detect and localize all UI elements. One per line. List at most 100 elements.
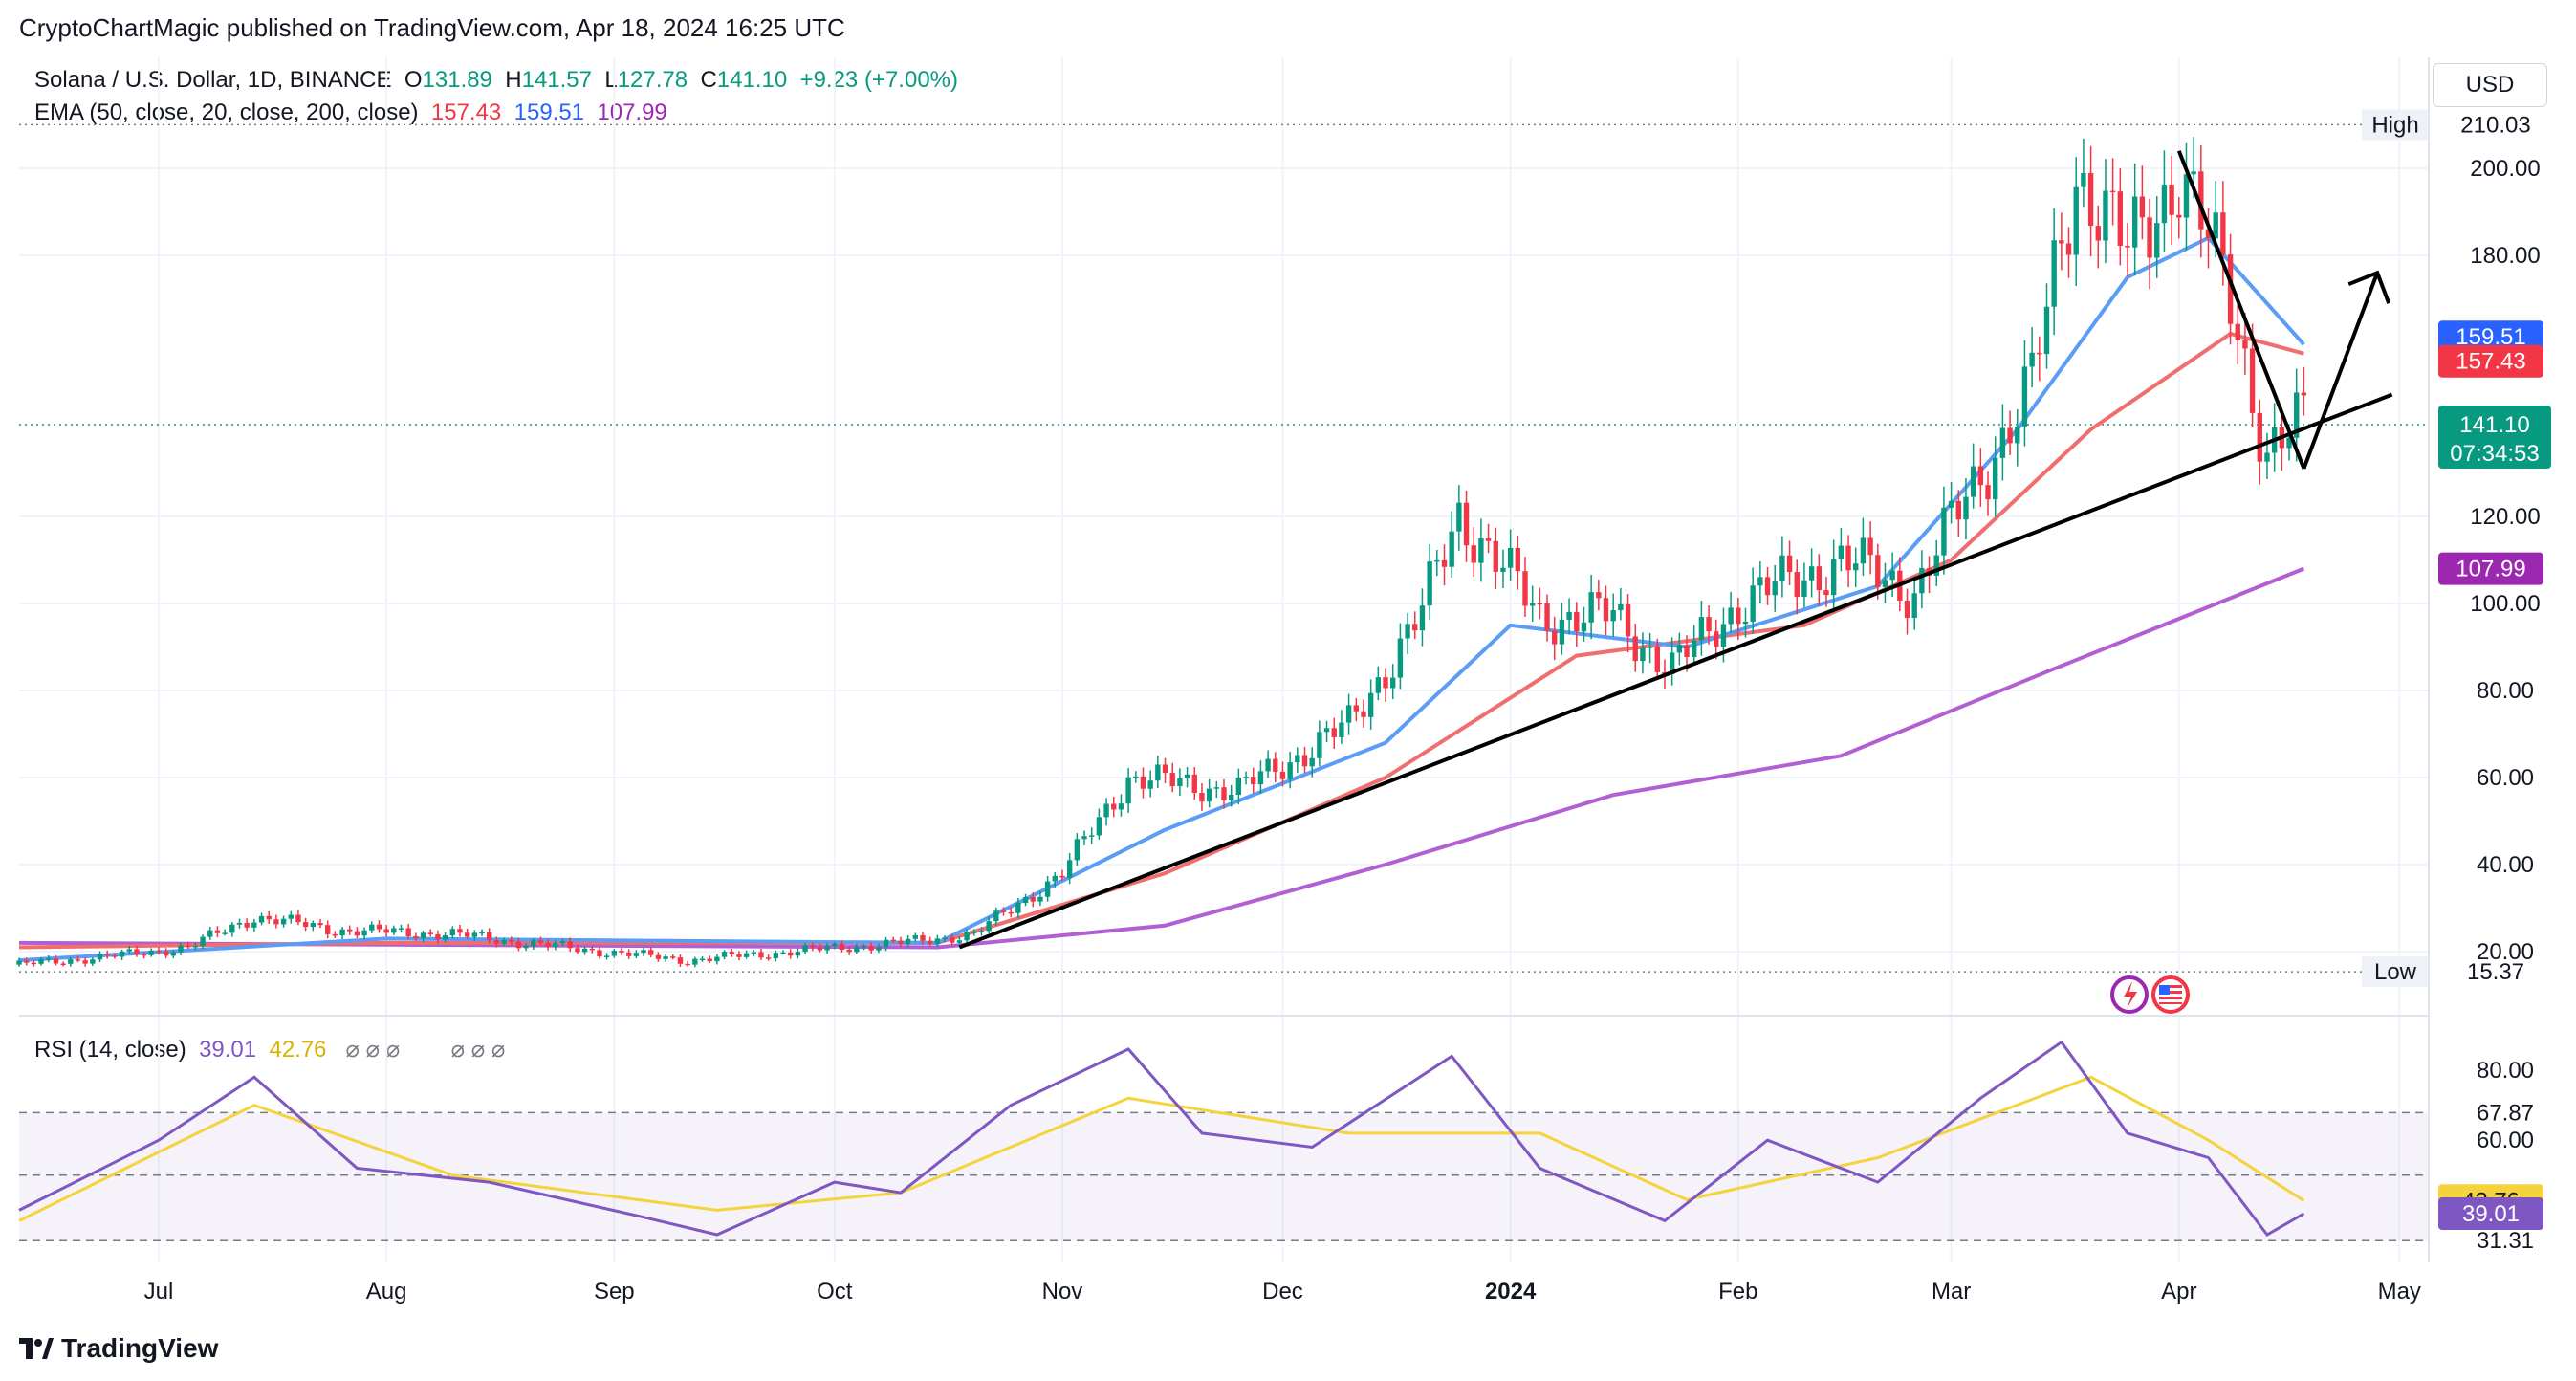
candle-body [523,946,529,949]
candle-body [751,952,756,954]
candle-body [765,957,772,959]
ema50-line [18,331,2304,950]
ema20-badge: 159.51 [2456,324,2525,350]
close-value: 141.10 [716,67,788,93]
candle-body [449,929,455,935]
rsi-tick-label: 60.00 [2477,1128,2534,1153]
candle-body [1897,570,1903,601]
candle-body [2235,323,2240,340]
candle-body [244,922,250,928]
candle-body [170,952,177,956]
candle-body [1287,762,1293,779]
price-axis[interactable]: 20.00 40.00 60.00 80.00 100.00 120.00 180.00 20… [2470,156,2540,1254]
ema-legend: EMA (50, close, 20, close, 200, close) 1… [34,99,667,126]
candle-body [1500,567,1506,572]
candle-body [31,962,37,965]
candle-body [2073,186,2079,255]
open-value: 131.89 [422,67,492,93]
candle-body [2051,240,2057,307]
candle-body [1309,757,1315,767]
ema20-value: 159.51 [513,99,585,125]
rsi-tick-label: 31.31 [2477,1228,2534,1254]
candle-body [1669,652,1675,674]
tradingview-icon [19,1338,54,1359]
candle-body [1074,839,1081,861]
candle-body [310,923,317,928]
candle-body [1736,607,1741,625]
candle-body [1059,875,1065,878]
candle-body [1096,817,1102,836]
eye-icon[interactable]: ⌀ ⌀ ⌀ [345,1037,401,1063]
currency-button[interactable]: USD [2433,63,2547,107]
candle-body [2286,437,2292,449]
candle-body [420,932,426,938]
candle-body [1955,500,1961,520]
candle-body [648,950,654,955]
candle-body [2271,427,2278,453]
low-tag-bg [2362,956,2429,988]
symbol-name[interactable]: Solana / U.S. Dollar, 1D, BINANCE [34,67,392,93]
us-flag-icon[interactable] [2151,975,2190,1014]
candle-body [2264,452,2270,462]
candle-body [1367,692,1374,717]
candle-body [663,956,668,959]
candle-body [1478,538,1484,563]
candle-body [1911,593,1917,619]
candle-body [332,933,338,936]
candle-body [934,938,941,944]
candle-body [655,954,662,959]
candle-body [1830,559,1837,596]
candle-body [1632,636,1638,662]
candle-body [1412,624,1418,631]
candle-body [964,932,970,941]
candle-body [2161,184,2168,224]
candle-body [1941,507,1947,556]
candle-body [714,956,720,962]
candle-body [347,929,353,932]
candle-body [1199,792,1205,802]
candle-body [1147,780,1153,789]
candle-body [986,921,992,932]
candle-body [1383,677,1388,689]
candle-body [868,946,874,951]
ema50-value: 157.43 [430,99,502,125]
candle-body [148,950,154,955]
candle-body [405,928,411,937]
candle-body [559,941,566,944]
candle-body [1596,592,1602,599]
candle-body [817,947,823,951]
candle-body [53,958,59,964]
time-axis[interactable]: Jul Aug Sep Oct Nov Dec 2024 Feb Mar Apr May [144,1279,2421,1304]
rsi-label[interactable]: RSI (14, close) [34,1037,186,1063]
candle-body [479,932,485,934]
tradingview-logo[interactable]: TradingView [19,1333,218,1364]
candle-body [1030,897,1036,902]
candle-body [824,946,830,951]
candle-body [222,932,228,934]
candle-body [2037,352,2042,355]
eye-icon[interactable]: ⌀ ⌀ ⌀ [450,1037,506,1063]
low-value: 127.78 [617,67,688,93]
candle-body [1801,580,1807,598]
candle-body [1625,603,1631,637]
ema-label[interactable]: EMA (50, close, 20, close, 200, close) [34,99,419,125]
ema200-line [18,566,2305,950]
candle-body [1295,755,1300,763]
candle-body [1764,577,1771,596]
time-tick-label: Apr [2161,1279,2196,1304]
candle-body [2147,217,2152,258]
candle-body [266,915,272,920]
lightning-icon[interactable] [2110,975,2149,1014]
rsi-value: 39.01 [199,1037,257,1063]
candle-body [1081,836,1087,840]
candle-body [2015,426,2020,444]
candle-body [1647,647,1653,648]
candle-body [1301,755,1308,767]
candle-body [487,932,492,941]
candle-body [1574,611,1580,632]
candle-body [1405,624,1410,639]
time-tick-label: Feb [1718,1279,1757,1304]
high-tag-bg [2362,109,2429,141]
candle-body [1999,427,2006,458]
